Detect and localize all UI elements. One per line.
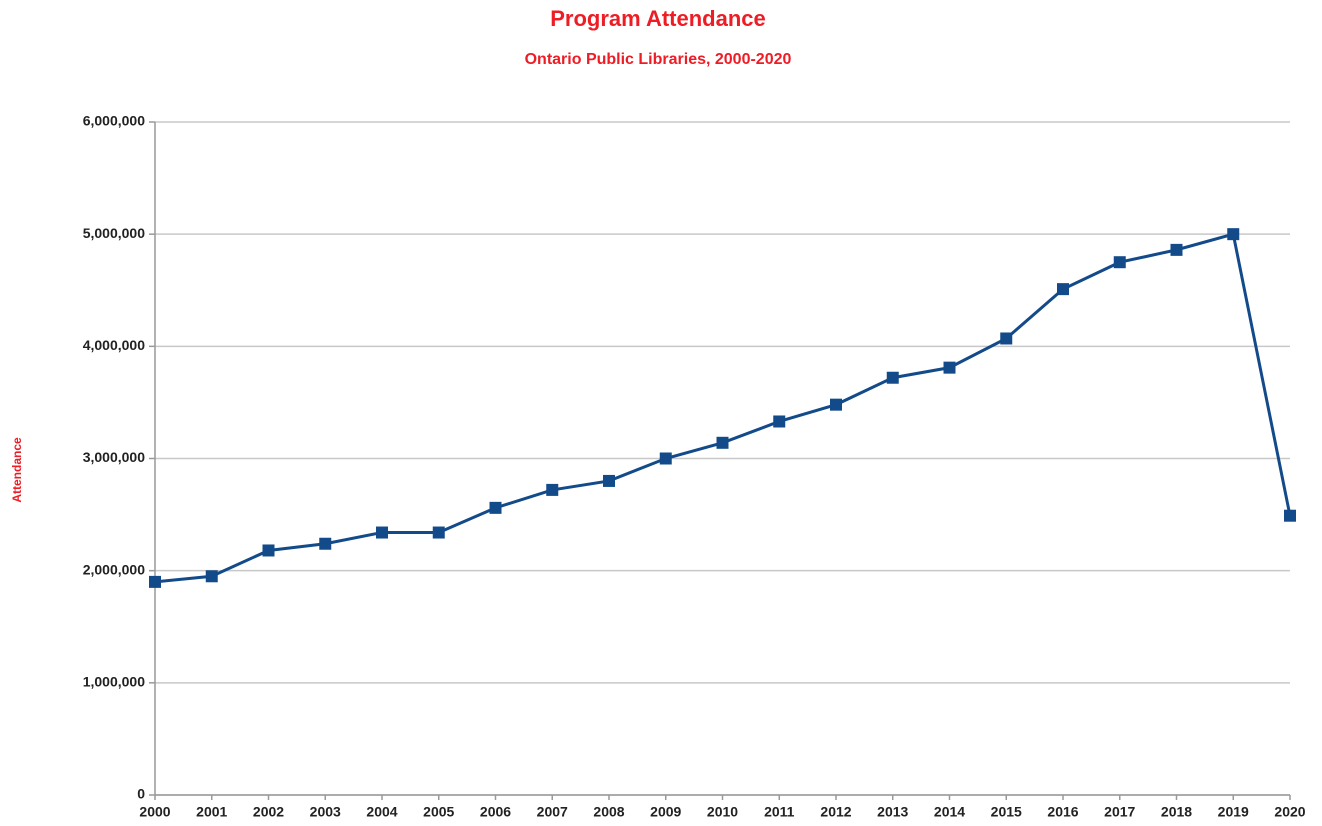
y-tick-label: 2,000,000 xyxy=(83,561,145,577)
x-tick-label: 2002 xyxy=(253,804,284,820)
marker xyxy=(1170,243,1183,256)
x-tick-label: 2001 xyxy=(196,804,227,820)
x-tick-label: 2017 xyxy=(1104,804,1135,820)
marker xyxy=(1227,228,1240,241)
marker xyxy=(886,371,899,384)
x-tick-label: 2009 xyxy=(650,804,681,820)
marker xyxy=(149,575,161,588)
x-tick-label: 2020 xyxy=(1274,804,1305,820)
y-tick-label: 4,000,000 xyxy=(83,337,145,353)
marker xyxy=(1113,256,1126,269)
x-tick-label: 2006 xyxy=(480,804,511,820)
x-tick-label: 2007 xyxy=(537,804,568,820)
x-tick-label: 2014 xyxy=(934,804,965,820)
x-tick-label: 2018 xyxy=(1161,804,1192,820)
marker xyxy=(489,501,502,514)
x-tick-label: 2012 xyxy=(820,804,851,820)
marker xyxy=(1000,332,1013,345)
x-tick-label: 2013 xyxy=(877,804,908,820)
marker xyxy=(432,526,445,539)
y-tick-label: 1,000,000 xyxy=(83,674,145,690)
marker xyxy=(319,537,332,550)
chart-subtitle: Ontario Public Libraries, 2000-2020 xyxy=(525,51,792,68)
marker xyxy=(943,361,956,374)
marker xyxy=(830,398,842,411)
marker xyxy=(376,526,388,539)
x-tick-label: 2015 xyxy=(991,804,1022,820)
x-tick-label: 2010 xyxy=(707,804,738,820)
x-tick-label: 2000 xyxy=(139,804,170,820)
marker xyxy=(773,415,786,428)
marker xyxy=(546,483,559,496)
y-tick-label: 5,000,000 xyxy=(83,225,145,241)
x-tick-label: 2008 xyxy=(593,804,624,820)
x-tick-label: 2005 xyxy=(423,804,454,820)
series-line xyxy=(154,232,1292,584)
marker xyxy=(716,436,729,449)
marker xyxy=(205,570,218,583)
x-tick-label: 2011 xyxy=(764,804,795,820)
y-tick-label: 3,000,000 xyxy=(83,449,145,465)
x-tick-label: 2004 xyxy=(366,804,397,820)
y-tick-label: 0 xyxy=(137,786,145,802)
marker xyxy=(659,452,672,465)
marker xyxy=(603,474,615,487)
y-axis-label: Attendance xyxy=(10,437,24,503)
x-tick-label: 2019 xyxy=(1218,804,1249,820)
marker xyxy=(1284,509,1296,522)
marker xyxy=(1057,283,1069,296)
y-tick-label: 6,000,000 xyxy=(83,113,145,129)
x-tick-label: 2016 xyxy=(1047,804,1078,820)
x-tick-label: 2003 xyxy=(310,804,341,820)
chart-title: Program Attendance xyxy=(550,6,766,31)
marker xyxy=(262,544,275,557)
